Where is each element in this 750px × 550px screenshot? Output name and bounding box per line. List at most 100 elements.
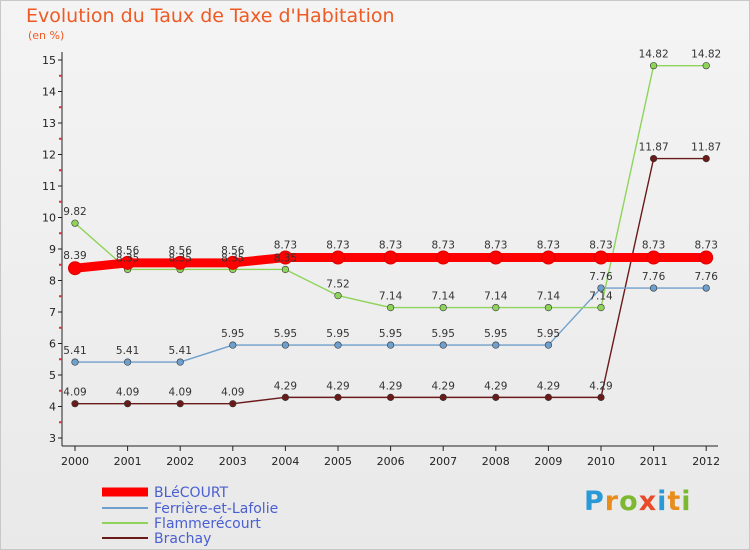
data-point bbox=[387, 393, 395, 401]
logo-letter: o bbox=[619, 486, 639, 517]
x-tick-label: 2006 bbox=[377, 455, 405, 468]
data-point bbox=[71, 219, 79, 227]
data-point bbox=[123, 400, 132, 408]
data-point bbox=[278, 250, 293, 265]
y-tick-label: 4 bbox=[49, 401, 56, 414]
data-point bbox=[541, 250, 556, 265]
logo-letter: i bbox=[657, 486, 668, 517]
data-label: 8.35 bbox=[274, 252, 297, 264]
data-label: 4.09 bbox=[169, 387, 192, 399]
data-label: 8.35 bbox=[116, 252, 139, 264]
data-point bbox=[71, 400, 79, 408]
data-label: 8.73 bbox=[537, 240, 560, 252]
data-label: 5.95 bbox=[537, 328, 560, 340]
y-tick-label: 14 bbox=[42, 86, 56, 99]
logo-letter: t bbox=[667, 486, 682, 517]
y-tick-label: 7 bbox=[49, 306, 56, 319]
y-tick-label: 6 bbox=[49, 338, 56, 351]
data-point bbox=[383, 250, 398, 265]
data-label: 7.14 bbox=[537, 291, 561, 303]
x-tick-label: 2004 bbox=[271, 455, 299, 468]
data-label: 4.29 bbox=[589, 380, 612, 392]
data-label: 8.73 bbox=[642, 240, 665, 252]
data-label: 4.29 bbox=[432, 380, 455, 392]
y-tick-label: 9 bbox=[49, 243, 56, 256]
y-tick-label: 10 bbox=[42, 212, 56, 225]
data-point bbox=[176, 400, 184, 408]
data-label: 4.29 bbox=[379, 380, 402, 392]
data-label: 5.95 bbox=[274, 328, 297, 340]
y-tick-label: 13 bbox=[42, 117, 56, 130]
series-lines bbox=[68, 62, 714, 408]
data-point bbox=[439, 393, 447, 401]
data-label: 8.39 bbox=[63, 250, 86, 262]
x-tick-label: 2001 bbox=[114, 455, 142, 468]
data-label: 8.56 bbox=[169, 245, 193, 257]
data-point bbox=[649, 62, 658, 70]
data-point bbox=[646, 250, 661, 265]
data-label: 11.87 bbox=[691, 142, 721, 154]
legend-label: BLéCOURT bbox=[154, 485, 229, 501]
data-point bbox=[649, 284, 658, 292]
data-point bbox=[488, 250, 503, 265]
data-label: 7.52 bbox=[326, 279, 349, 291]
x-tick-label: 2000 bbox=[61, 455, 89, 468]
data-point bbox=[702, 62, 710, 70]
data-point bbox=[492, 303, 500, 312]
logo-letter: x bbox=[638, 486, 658, 517]
data-point bbox=[597, 303, 605, 312]
legend-label: Flammerécourt bbox=[154, 516, 261, 532]
data-label: 5.95 bbox=[326, 328, 349, 340]
x-tick-label: 2011 bbox=[640, 455, 668, 468]
data-label: 7.76 bbox=[642, 271, 666, 283]
data-label: 8.73 bbox=[379, 240, 402, 252]
data-point bbox=[439, 303, 447, 312]
data-label: 8.73 bbox=[695, 240, 718, 252]
data-point bbox=[699, 250, 714, 265]
chart-subtitle: (en %) bbox=[28, 29, 65, 42]
data-label: 8.73 bbox=[589, 240, 612, 252]
data-point bbox=[594, 250, 608, 265]
x-tick-label: 2008 bbox=[482, 455, 510, 468]
data-label: 5.95 bbox=[484, 328, 507, 340]
data-point bbox=[649, 154, 658, 163]
data-point bbox=[334, 341, 342, 349]
logo-letter: i bbox=[681, 486, 692, 517]
data-point bbox=[544, 341, 553, 349]
data-label: 5.95 bbox=[379, 328, 402, 340]
legend-label: Brachay bbox=[154, 531, 211, 547]
data-point bbox=[439, 341, 447, 349]
data-point bbox=[71, 358, 79, 366]
data-label: 7.76 bbox=[695, 271, 719, 283]
data-label: 8.56 bbox=[116, 245, 140, 257]
data-label: 8.73 bbox=[432, 240, 455, 252]
data-point bbox=[702, 284, 710, 292]
data-point bbox=[702, 154, 710, 163]
data-label: 4.09 bbox=[221, 387, 244, 399]
y-tick-label: 8 bbox=[49, 275, 56, 288]
data-label: 11.87 bbox=[639, 142, 669, 154]
data-label: 4.29 bbox=[274, 380, 297, 392]
data-label: 8.73 bbox=[274, 240, 297, 252]
data-label: 7.14 bbox=[484, 291, 508, 303]
data-label: 4.29 bbox=[537, 380, 560, 392]
x-tick-label: 2009 bbox=[534, 455, 562, 468]
data-labels: 4.09 4.09 4.09 4.09 4.29 4.29 4.29 4.29 4.29 4.29… bbox=[63, 49, 721, 399]
legend: BLéCOURTFerrière-et-LafolieFlammerécourt… bbox=[102, 485, 278, 547]
axes: 3 4 5 6 7 8 9 10 11 12 13 14 15 2000 2001 2002 2003 2004 2… bbox=[42, 52, 720, 468]
x-tick-label: 2002 bbox=[166, 455, 194, 468]
data-label: 8.73 bbox=[326, 240, 349, 252]
data-point bbox=[123, 358, 132, 366]
data-point bbox=[334, 393, 342, 401]
data-point bbox=[176, 358, 184, 366]
data-point bbox=[544, 303, 553, 312]
data-point bbox=[387, 341, 395, 349]
data-label: 5.95 bbox=[221, 328, 244, 340]
data-label: 14.82 bbox=[639, 49, 669, 61]
data-point bbox=[492, 393, 500, 401]
data-point bbox=[229, 400, 237, 408]
y-tick-label: 5 bbox=[49, 369, 56, 382]
data-label: 7.14 bbox=[432, 291, 456, 303]
data-label: 8.56 bbox=[221, 245, 245, 257]
